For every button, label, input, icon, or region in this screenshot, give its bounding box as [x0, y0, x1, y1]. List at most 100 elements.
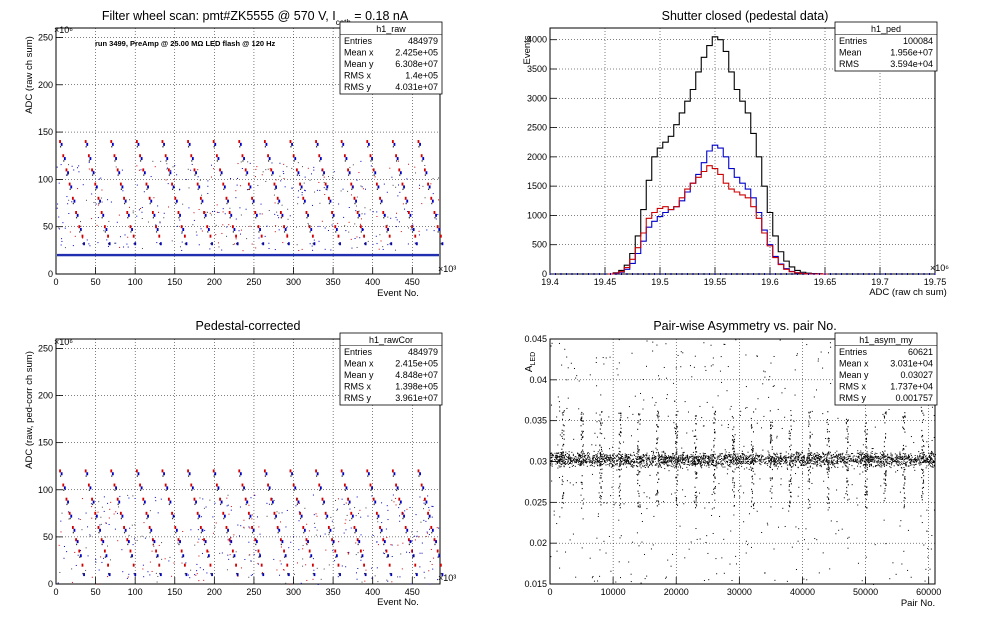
- point-blue: [63, 486, 66, 490]
- point-band: [620, 458, 622, 460]
- point-band: [661, 455, 663, 457]
- point-band: [611, 464, 613, 466]
- point-spike: [657, 410, 659, 412]
- point-scatter: [430, 548, 432, 550]
- point-band: [931, 461, 933, 463]
- point-band: [819, 462, 821, 464]
- point-band: [800, 460, 802, 462]
- stats-value: 4.848e+07: [395, 370, 438, 380]
- point-band: [710, 457, 712, 459]
- point-scatter: [198, 538, 200, 540]
- point-scatter: [291, 187, 293, 189]
- point-spike: [600, 464, 602, 467]
- point-band: [735, 459, 737, 461]
- point-band: [829, 463, 831, 465]
- point-scatter: [179, 219, 181, 221]
- point-blue: [169, 500, 172, 504]
- point-band: [868, 460, 870, 462]
- point-black: [139, 160, 142, 162]
- point-band: [903, 459, 905, 461]
- point-band: [577, 460, 579, 462]
- x-tick-label: 400: [365, 587, 380, 597]
- point-band: [684, 458, 686, 460]
- point-blue: [396, 486, 399, 490]
- point-band: [563, 457, 565, 459]
- point-band: [918, 463, 920, 465]
- point-black: [383, 543, 385, 546]
- point-band: [910, 461, 912, 463]
- point-scatter: [197, 529, 199, 531]
- point-band: [609, 463, 611, 465]
- point-band: [807, 456, 809, 458]
- point-band: [699, 458, 701, 460]
- point-scatter: [240, 229, 242, 231]
- point-band: [605, 456, 607, 458]
- point-spike: [580, 434, 582, 436]
- point-band: [899, 455, 901, 457]
- point-red: [359, 225, 362, 229]
- point-scatter: [134, 542, 136, 544]
- point-band: [855, 455, 857, 457]
- point-band: [593, 450, 595, 452]
- point-band: [678, 457, 680, 459]
- point-band: [554, 452, 556, 454]
- point-band: [882, 461, 884, 463]
- point-red: [151, 211, 154, 214]
- point-band: [670, 465, 672, 467]
- point-blue: [310, 554, 313, 558]
- point-band: [731, 461, 733, 463]
- point-blue: [265, 142, 268, 146]
- point-black: [101, 217, 103, 219]
- point-band: [614, 457, 616, 459]
- point-spike: [637, 451, 639, 453]
- point-band: [711, 449, 713, 451]
- point-scatter: [260, 203, 262, 205]
- point-red: [273, 511, 276, 515]
- point-scatter: [330, 516, 332, 518]
- point-scatter: [202, 569, 204, 571]
- baseline-marker: [813, 273, 815, 275]
- point-scatter: [304, 176, 306, 178]
- point-band: [661, 462, 663, 464]
- point-band: [639, 460, 641, 462]
- point-band: [878, 464, 880, 466]
- point-scatter: [239, 506, 241, 508]
- point-band: [872, 466, 874, 468]
- point-band: [807, 461, 809, 463]
- point-band: [834, 455, 836, 457]
- point-scatter: [91, 506, 93, 508]
- point-band: [662, 461, 664, 463]
- point-red: [372, 168, 375, 172]
- point-band: [729, 461, 731, 463]
- point-band: [592, 462, 594, 464]
- point-spike: [561, 463, 563, 465]
- point-scatter: [69, 231, 71, 233]
- point-spike: [695, 423, 697, 425]
- point-band: [724, 455, 726, 457]
- point-band: [619, 457, 621, 459]
- point-spike: [675, 442, 677, 445]
- point-band: [922, 461, 924, 463]
- point-band: [693, 458, 695, 460]
- point-scatter: [397, 160, 399, 162]
- point-band: [783, 461, 785, 463]
- point-band: [653, 458, 655, 460]
- point-band: [598, 461, 600, 463]
- point-band: [730, 461, 732, 463]
- point-black: [120, 188, 122, 191]
- point-spike: [770, 425, 772, 427]
- point-scatter: [348, 552, 350, 554]
- point-scatter: [337, 576, 339, 578]
- point-scatter: [196, 563, 198, 565]
- point-band: [583, 453, 585, 455]
- point-blue: [355, 528, 357, 532]
- point-blue: [76, 540, 79, 544]
- point-scatter: [81, 498, 83, 500]
- point-band: [866, 457, 868, 459]
- point-band: [692, 451, 694, 453]
- point-band: [750, 458, 752, 460]
- point-band: [584, 456, 586, 458]
- point-band: [877, 461, 879, 463]
- point-band: [802, 461, 804, 463]
- point-band: [833, 457, 835, 459]
